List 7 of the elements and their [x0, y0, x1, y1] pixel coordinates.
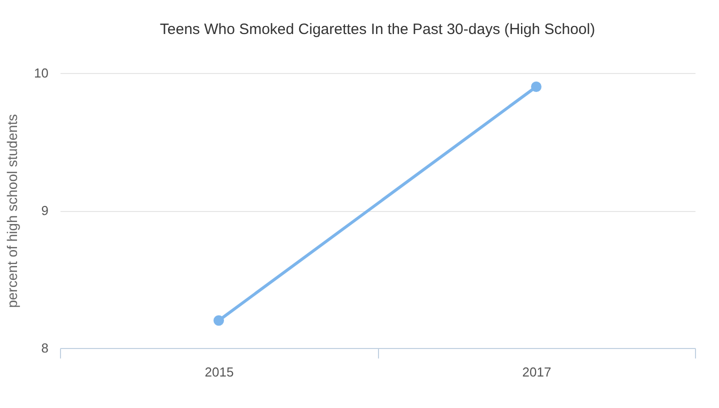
y-axis-title: percent of high school students — [4, 114, 20, 308]
y-tick-label: 10 — [34, 66, 48, 80]
chart-title: Teens Who Smoked Cigarettes In the Past 30-days (High School) — [160, 21, 596, 38]
y-tick-label: 9 — [41, 203, 48, 218]
x-tick-label: 2015 — [204, 364, 234, 380]
y-tick-label: 8 — [41, 340, 48, 356]
x-tick-label: 2017 — [522, 364, 552, 380]
